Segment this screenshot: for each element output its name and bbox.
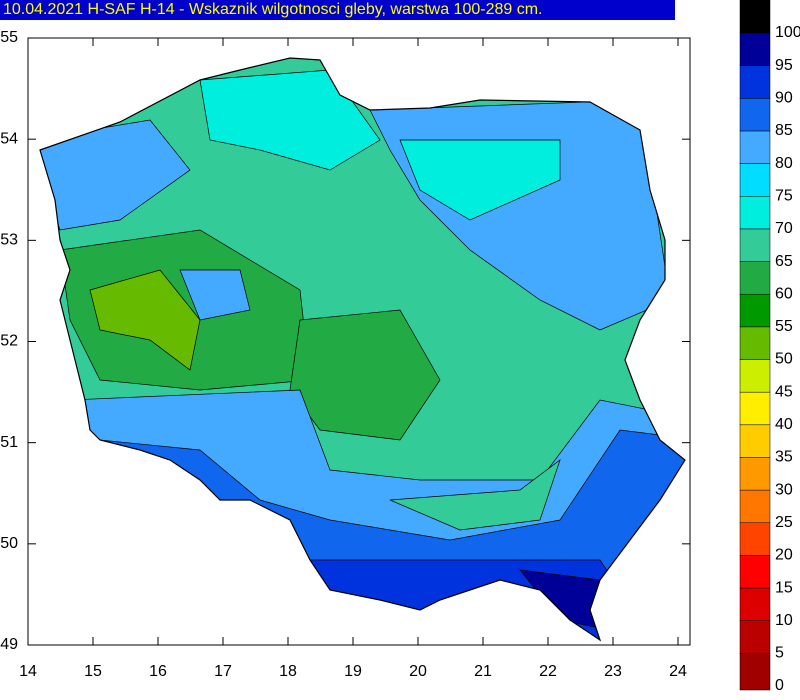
colorbar-cell [739,522,771,556]
x-tick-label: 17 [214,663,232,680]
y-tick-label: 53 [0,232,18,249]
colorbar-label: 100 [775,24,800,41]
colorbar-label: 20 [775,547,793,564]
colorbar-label: 0 [775,677,784,694]
colorbar-label: 55 [775,318,793,335]
colorbar-cell [739,457,771,491]
x-tick-label: 15 [84,663,102,680]
colorbar-label: 40 [775,416,793,433]
y-tick-label: 54 [0,130,18,147]
colorbar-label: 10 [775,612,793,629]
colorbar-label: 50 [775,351,793,368]
colorbar-cell [739,98,771,132]
colorbar-label: 65 [775,253,793,270]
colorbar-label: 80 [775,155,793,172]
colorbar-label: 75 [775,187,793,204]
y-tick-label: 55 [0,29,18,46]
colorbar-cell [739,228,771,262]
colorbar-cell [739,391,771,426]
contour-area [89,269,201,371]
x-tick-label: 20 [409,663,427,680]
title: 10.04.2021 H-SAF H-14 - Wskaznik wilgotn… [3,1,542,18]
colorbar-label: 85 [775,122,793,139]
colorbar-cell [739,326,771,360]
title-background [0,0,675,20]
colorbar-label: 30 [775,481,793,498]
colorbar-label: 90 [775,90,793,107]
colorbar-label: 45 [775,383,793,400]
colorbar-cell [739,587,771,621]
x-tick-label: 19 [344,663,362,680]
contour-area [389,459,561,531]
colorbar-label: 60 [775,285,793,302]
colorbar-cell [739,293,771,328]
x-tick-label: 18 [279,663,297,680]
colorbar-cell [739,65,771,99]
colorbar-cell [739,32,771,66]
colorbar-cell [739,555,771,589]
colorbar-cell [739,0,771,34]
colorbar-cell [739,196,771,230]
y-tick-label: 49 [0,636,18,653]
country-border [39,57,686,642]
y-tick-label: 52 [0,333,18,350]
colorbar-label: 5 [775,645,784,662]
x-tick-label: 22 [539,663,557,680]
y-tick-label: 50 [0,535,18,552]
colorbar-cell [739,489,771,524]
colorbar-cell [739,130,771,164]
contour-area [179,269,251,321]
colorbar-cell [739,163,771,197]
colorbar-label: 15 [775,579,793,596]
colorbar-label: 70 [775,220,793,237]
colorbar-cell [739,359,771,393]
colorbar-cell [739,620,771,654]
x-tick-label: 23 [604,663,622,680]
colorbar-label: 25 [775,514,793,531]
y-tick-label: 51 [0,434,18,451]
contour-area [289,309,441,441]
x-tick-label: 14 [19,663,37,680]
colorbar-cell [739,261,771,295]
colorbar-cell [739,424,771,458]
colorbar-label: 95 [775,57,793,74]
x-tick-label: 16 [149,663,167,680]
colorbar-label: 35 [775,449,793,466]
contour-area [399,139,561,221]
colorbar-cell [739,653,771,691]
x-tick-label: 24 [669,663,687,680]
x-tick-label: 21 [474,663,492,680]
